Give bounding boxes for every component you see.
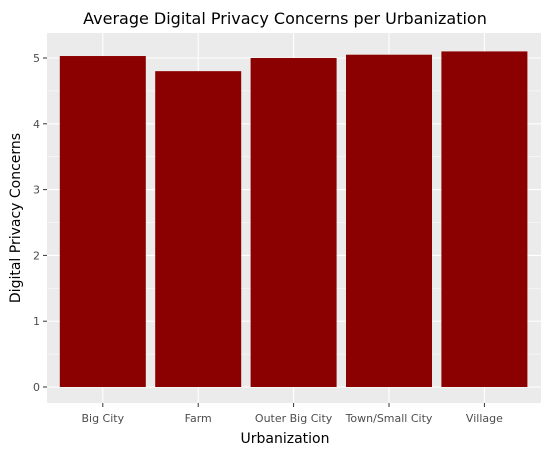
x-tick-label: Big City [81, 412, 124, 425]
x-tick-label: Village [466, 412, 503, 425]
y-tick-label: 4 [33, 118, 40, 131]
y-tick-label: 1 [33, 315, 40, 328]
x-tick-label: Town/Small City [345, 412, 433, 425]
bar [59, 56, 146, 387]
y-axis: 0 1 2 3 4 5 [33, 52, 47, 394]
y-axis-title: Digital Privacy Concerns [8, 133, 24, 303]
y-tick-label: 2 [33, 249, 40, 262]
chart-title: Average Digital Privacy Concerns per Urb… [83, 9, 487, 28]
bar [441, 51, 528, 388]
y-tick-label: 0 [33, 381, 40, 394]
x-axis-title: Urbanization [241, 431, 330, 447]
bars [59, 51, 528, 388]
x-tick-label: Outer Big City [255, 412, 333, 425]
bar [346, 54, 432, 388]
bar [155, 71, 242, 387]
x-tick-label: Farm [185, 412, 212, 425]
x-axis: Big City Farm Outer Big City Town/Small Cit… [81, 403, 503, 425]
y-tick-label: 5 [33, 52, 40, 65]
y-tick-label: 3 [33, 184, 40, 197]
bar [250, 58, 337, 387]
